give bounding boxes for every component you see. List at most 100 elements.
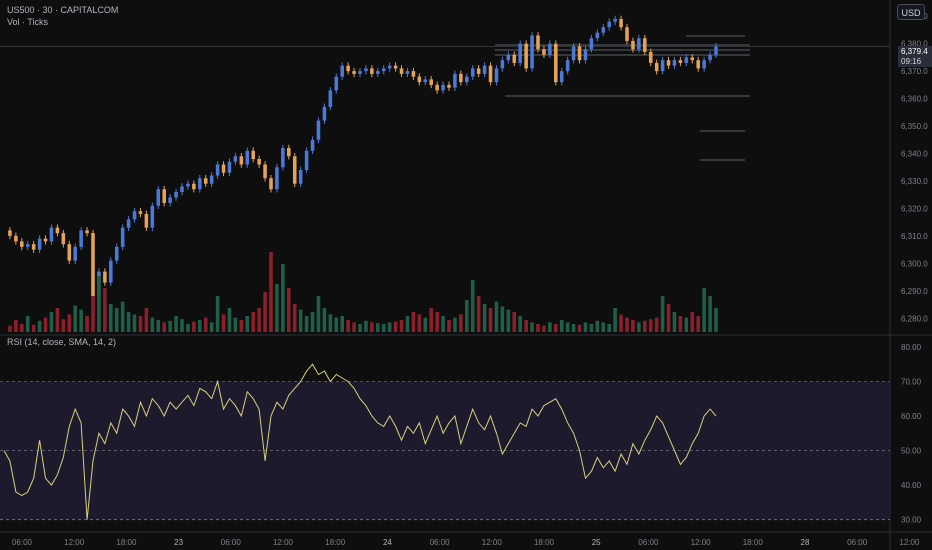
candle-body	[666, 60, 671, 66]
candle-body	[43, 238, 48, 242]
volume-bar	[678, 316, 683, 332]
volume-bar	[518, 316, 522, 332]
volume-bar	[287, 288, 291, 332]
candle-body	[423, 79, 428, 83]
candle-body	[648, 51, 653, 63]
volume-bar	[275, 284, 279, 332]
candle-body	[215, 164, 220, 176]
volume-bar	[465, 300, 469, 332]
candle-body	[221, 164, 226, 173]
volume-bar	[364, 320, 368, 332]
volume-bar	[459, 314, 463, 332]
price-tick-label: 6,370.0	[901, 67, 928, 76]
candle-body	[91, 233, 95, 297]
candle-body	[470, 68, 475, 77]
volume-bar	[180, 319, 184, 332]
volume-bar	[381, 324, 386, 332]
volume-bar	[708, 296, 712, 332]
candle-body	[328, 90, 333, 107]
volume-bar	[49, 312, 54, 332]
volume-bar	[8, 325, 12, 332]
volume-bar	[577, 324, 582, 332]
rsi-tick-label: 30.00	[901, 516, 922, 525]
time-axis-label: 06:00	[847, 538, 868, 547]
volume-bar	[233, 317, 238, 332]
rsi-tick-label: 60.00	[901, 412, 922, 421]
volume-indicator-label: Vol · Ticks	[7, 17, 49, 27]
time-axis-label: 28	[801, 538, 810, 547]
currency-button[interactable]: USD	[897, 4, 925, 20]
candle-body	[583, 49, 588, 61]
time-axis-label: 23	[174, 538, 183, 547]
candle-body	[459, 73, 463, 83]
price-tick-label: 6,340.0	[901, 150, 928, 159]
candle-body	[548, 43, 552, 55]
volume-bar	[696, 316, 700, 332]
volume-bar	[482, 304, 487, 332]
candle-body	[393, 65, 398, 69]
volume-bar	[583, 322, 588, 332]
volume-bar	[435, 312, 439, 332]
candle-body	[690, 57, 695, 61]
candle-body	[245, 150, 250, 165]
candle-body	[530, 35, 534, 69]
volume-bar	[150, 317, 155, 332]
candle-body	[322, 106, 327, 121]
candle-body	[559, 71, 564, 83]
volume-bar	[192, 321, 196, 332]
volume-bar	[43, 317, 48, 332]
volume-bar	[316, 296, 321, 332]
candle-body	[120, 227, 125, 247]
candle-body	[441, 84, 445, 91]
time-axis-label: 12:00	[64, 538, 85, 547]
candle-body	[577, 46, 582, 61]
candle-body	[79, 230, 83, 247]
candle-body	[411, 71, 416, 77]
volume-bar	[625, 317, 629, 332]
volume-bar	[340, 316, 344, 332]
volume-bar	[631, 320, 635, 332]
candle-body	[352, 71, 356, 74]
candle-body	[518, 43, 522, 63]
volume-bar	[548, 322, 552, 332]
volume-bar	[453, 317, 457, 332]
candle-body	[494, 68, 499, 83]
volume-bar	[281, 264, 285, 332]
volume-bar	[370, 322, 374, 332]
rsi-tick-label: 50.00	[901, 447, 922, 456]
volume-bar	[245, 316, 250, 332]
candle-body	[85, 230, 89, 234]
candle-body	[31, 244, 36, 250]
candle-body	[601, 27, 606, 33]
time-axis-label: 12:00	[899, 538, 920, 547]
candle-body	[417, 76, 422, 83]
volume-bar	[648, 319, 653, 332]
candle-body	[132, 211, 137, 220]
candle-body	[281, 148, 285, 168]
price-tick-label: 6,310.0	[901, 232, 928, 241]
volume-bar	[500, 306, 505, 332]
volume-bar	[423, 317, 428, 332]
candle-body	[482, 65, 487, 74]
candle-body	[672, 60, 677, 66]
candle-body	[346, 65, 350, 72]
candle-body	[660, 60, 665, 72]
volume-bar	[144, 308, 149, 332]
volume-bar	[209, 322, 214, 332]
time-axis-label: 12:00	[482, 538, 503, 547]
candle-body	[500, 60, 505, 69]
volume-bar	[346, 320, 350, 332]
candle-body	[275, 167, 279, 190]
last-price-tag: 6,379.4	[898, 46, 932, 57]
candle-body	[631, 40, 635, 50]
volume-bar	[417, 314, 422, 332]
candle-body	[429, 79, 433, 85]
candle-body	[310, 139, 315, 151]
time-axis-label: 18:00	[534, 538, 555, 547]
volume-bar	[512, 312, 517, 332]
price-tick-label: 6,350.0	[901, 122, 928, 131]
volume-bar	[702, 288, 706, 332]
time-axis-label: 18:00	[116, 538, 137, 547]
volume-bar	[536, 324, 540, 332]
